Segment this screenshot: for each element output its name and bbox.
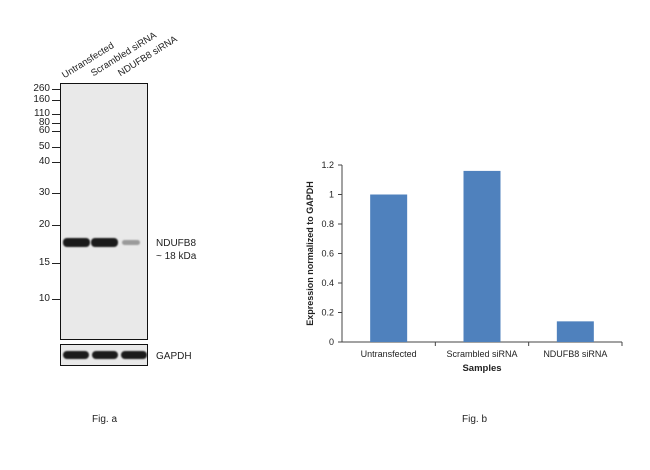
target-name: NDUFB8	[156, 238, 197, 249]
mw-marker-label: 10	[38, 293, 50, 304]
mw-marker-tick	[52, 131, 60, 132]
bar-2	[463, 170, 501, 342]
gapdh-band-scrambled-sirna	[92, 351, 118, 359]
mw-marker-label: 260	[33, 83, 50, 94]
target-annotation: NDUFB8 ~ 18 kDa	[156, 237, 196, 263]
mw-marker-tick	[52, 162, 60, 163]
mw-marker-label: 40	[38, 156, 50, 167]
bar-3	[556, 321, 594, 342]
gapdh-blot-membrane	[60, 344, 148, 366]
y-tick-label: 0	[329, 337, 334, 347]
mw-marker-tick	[52, 123, 60, 124]
gapdh-band-untransfected	[63, 351, 89, 359]
mw-marker-tick	[52, 114, 60, 115]
y-tick-label: 1	[329, 190, 334, 200]
y-tick-label: 0.2	[321, 308, 334, 318]
band-ndufb8-sirna	[122, 240, 140, 245]
band-untransfected	[63, 238, 90, 247]
y-tick-label: 0.4	[321, 278, 334, 288]
y-tick-label: 1.2	[321, 160, 334, 170]
y-tick-label: 0.8	[321, 219, 334, 229]
mw-marker-label: 160	[33, 94, 50, 105]
figure-b-caption: Fig. b	[462, 414, 488, 425]
mw-marker-tick	[52, 100, 60, 101]
mw-marker-label: 15	[38, 257, 50, 268]
mw-marker-tick	[52, 263, 60, 264]
mw-marker-tick	[52, 193, 60, 194]
gapdh-band-ndufb8-sirna	[121, 351, 147, 359]
target-size: ~ 18 kDa	[156, 251, 197, 262]
gapdh-label: GAPDH	[156, 351, 192, 362]
mw-marker-label: 20	[38, 219, 50, 230]
mw-marker-label: 110	[34, 108, 50, 119]
x-axis-title: Samples	[462, 363, 501, 374]
x-category-label: NDUFB8 siRNA	[543, 349, 607, 359]
mw-marker-tick	[52, 89, 60, 90]
mw-marker-tick	[52, 225, 60, 226]
x-category-label: Scrambled siRNA	[446, 349, 517, 359]
mw-marker-tick	[52, 147, 60, 148]
mw-marker-label: 80	[38, 117, 50, 128]
mw-marker-label: 30	[38, 187, 50, 198]
band-scrambled-sirna	[91, 238, 118, 247]
blot-membrane	[60, 83, 148, 340]
y-axis-title: Expression normalized to GAPDH	[305, 181, 315, 326]
x-category-label: Untransfected	[361, 349, 417, 359]
mw-marker-label: 60	[38, 125, 50, 136]
y-tick-label: 0.6	[321, 249, 334, 259]
bar-1	[370, 194, 408, 342]
mw-marker-label: 50	[38, 141, 50, 152]
figure-a-caption: Fig. a	[92, 414, 118, 425]
mw-marker-tick	[52, 299, 60, 300]
